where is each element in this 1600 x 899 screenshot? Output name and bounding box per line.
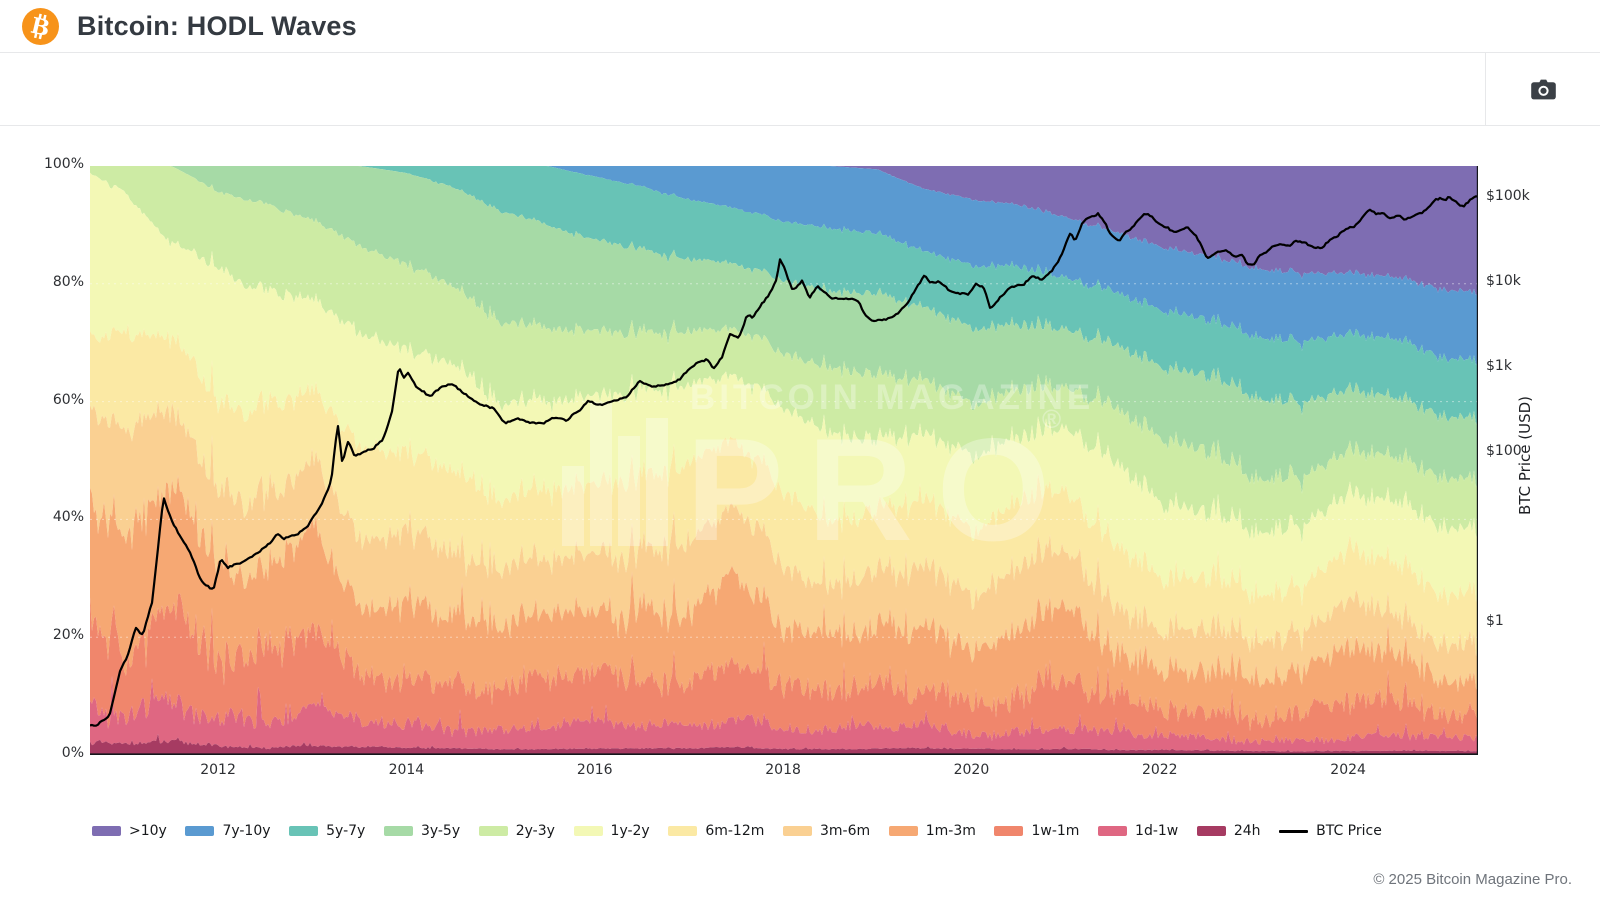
y-axis-tick-left: 0% — [61, 745, 84, 761]
chart-area[interactable]: BITCOIN MAGAZINE PRO ® — [90, 166, 1478, 755]
legend-item-1w-1m[interactable]: 1w-1m — [994, 823, 1079, 839]
legend-color-swatch — [185, 826, 215, 836]
legend-color-swatch — [478, 826, 508, 836]
legend-item-1m-3m[interactable]: 1m-3m — [888, 823, 976, 839]
legend-label: 3y-5y — [420, 823, 461, 839]
watermark-logo-bar — [590, 402, 612, 546]
camera-button[interactable] — [1524, 72, 1563, 107]
x-axis-tick: 2016 — [576, 762, 613, 778]
legend-color-swatch — [92, 826, 121, 836]
legend-item-1y-2y[interactable]: 1y-2y — [573, 823, 650, 839]
watermark-logo-bar — [562, 466, 584, 546]
watermark-logo-bar — [618, 436, 640, 546]
band-1y-2y — [90, 172, 1478, 607]
band-1m-3m — [90, 475, 1478, 732]
legend-color-swatch — [383, 826, 413, 836]
legend-label: 1w-1m — [1031, 823, 1080, 839]
legend-color-swatch — [668, 826, 698, 836]
y-axis-tick-left: 40% — [52, 509, 84, 526]
legend-item-24h[interactable]: 24h — [1196, 823, 1261, 839]
legend-color-swatch — [1196, 826, 1226, 836]
legend-item-7y-10y[interactable]: 7y-10y — [185, 823, 271, 839]
legend-label: >10y — [129, 823, 167, 839]
x-axis-tick: 2022 — [1141, 762, 1178, 778]
x-axis-tick: 2012 — [200, 762, 236, 778]
legend-color-swatch — [1098, 826, 1128, 836]
header: B Bitcoin: HODL Waves — [0, 0, 1600, 53]
band-3y-5y — [90, 166, 1478, 494]
legend-item->10y[interactable]: >10y — [92, 823, 167, 839]
band-1w-1m — [90, 593, 1478, 745]
legend-item-5y-7y[interactable]: 5y-7y — [289, 823, 365, 839]
page-title: Bitcoin: HODL Waves — [77, 10, 357, 41]
chart-legend: >10y 7y-10y 5y-7y 3y-5y 2y-3y 1y-2y 6m-12m 3m-6… — [92, 818, 1382, 844]
legend-label: 24h — [1233, 823, 1261, 839]
band->10y — [90, 166, 1478, 296]
y-axis-tick-right: $1k — [1486, 358, 1512, 374]
legend-color-swatch — [289, 826, 319, 836]
watermark-registered-mark: ® — [1042, 404, 1061, 434]
legend-label: 1m-3m — [925, 823, 976, 839]
watermark-text-line1: BITCOIN MAGAZINE — [690, 378, 1094, 417]
y-axis-tick-right: $100 — [1486, 443, 1522, 459]
watermark-text-line2: PRO — [686, 408, 1074, 571]
band-3m-6m — [90, 401, 1478, 693]
legend-color-swatch — [782, 826, 812, 836]
y-axis-tick-right: $10k — [1486, 273, 1521, 289]
y-axis-tick-left: 60% — [52, 391, 84, 408]
x-axis-tick: 2024 — [1330, 762, 1366, 778]
legend-item-3m-6m[interactable]: 3m-6m — [782, 823, 871, 839]
watermark-logo-bar — [646, 418, 668, 546]
copyright-text: © 2025 Bitcoin Magazine Pro. — [1373, 871, 1572, 888]
band-24h — [90, 733, 1478, 755]
y-axis-tick-left: 20% — [52, 627, 84, 644]
legend-item-1d-1w[interactable]: 1d-1w — [1098, 823, 1178, 839]
x-axis-tick: 2014 — [388, 762, 425, 778]
y-axis-tick-left: 80% — [52, 273, 84, 290]
legend-label: 1y-2y — [610, 823, 650, 839]
toolbar-camera-cell — [1485, 53, 1600, 125]
y-axis-tick-left: 100% — [43, 156, 84, 172]
x-axis-tick: 2020 — [953, 762, 990, 778]
band-1d-1w — [90, 675, 1478, 752]
legend-label: BTC Price — [1316, 823, 1382, 839]
legend-color-swatch — [573, 826, 603, 836]
legend-label: 6m-12m — [705, 823, 765, 839]
legend-item-2y-3y[interactable]: 2y-3y — [478, 823, 555, 839]
legend-color-swatch — [888, 826, 918, 836]
legend-label: 2y-3y — [515, 823, 555, 839]
legend-color-swatch — [994, 826, 1024, 836]
y-axis-tick-right: $1 — [1486, 613, 1504, 629]
legend-item-6m-12m[interactable]: 6m-12m — [668, 823, 764, 839]
band-6m-12m — [90, 324, 1478, 657]
bitcoin-logo-icon: B — [22, 7, 59, 45]
legend-label: 3m-6m — [819, 823, 871, 839]
legend-label: 1d-1w — [1135, 823, 1179, 839]
legend-item-BTC Price[interactable]: BTC Price — [1279, 823, 1382, 839]
btc-price-line — [90, 195, 1478, 727]
y-axis-tick-right: $100k — [1486, 188, 1530, 204]
band-2y-3y — [90, 166, 1478, 544]
camera-icon — [1530, 79, 1556, 99]
svg-text:B: B — [28, 12, 52, 42]
band-7y-10y — [90, 166, 1478, 366]
toolbar — [0, 53, 1600, 126]
x-axis-tick: 2018 — [765, 762, 801, 778]
legend-item-3y-5y[interactable]: 3y-5y — [383, 823, 461, 839]
legend-label: 7y-10y — [222, 823, 271, 839]
legend-line-swatch — [1279, 829, 1309, 833]
legend-label: 5y-7y — [326, 823, 366, 839]
